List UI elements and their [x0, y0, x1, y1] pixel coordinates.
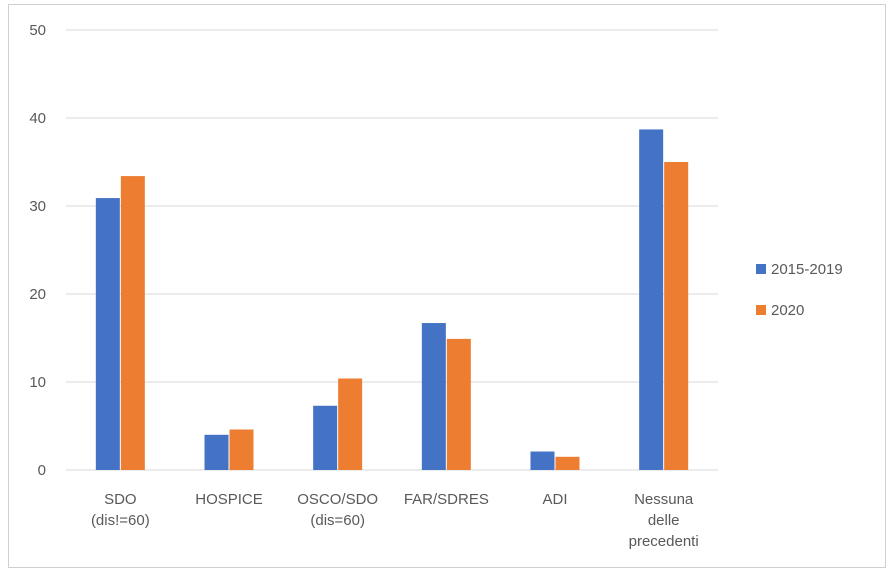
- legend-label: 2015-2019: [771, 261, 843, 278]
- x-tick-label: SDO (dis!=60): [91, 491, 150, 529]
- x-tick-label: Nessuna delle precedenti: [629, 491, 699, 550]
- legend-swatch: [756, 305, 766, 315]
- x-tick-label: ADI: [542, 491, 567, 508]
- chart-frame: [8, 4, 886, 568]
- y-tick-label: 50: [29, 22, 46, 39]
- y-axis-ticks: 0 10 20 30 40 50: [29, 22, 46, 479]
- bar: [95, 198, 120, 470]
- bar: [446, 338, 471, 470]
- y-tick-label: 0: [38, 462, 46, 479]
- x-tick-label: OSCO/SDO (dis=60): [297, 491, 378, 529]
- bar: [421, 323, 446, 470]
- bar: [555, 456, 580, 470]
- bar: [120, 176, 145, 470]
- x-tick-label: FAR/SDRES: [404, 491, 489, 508]
- gridlines: [66, 29, 718, 471]
- x-axis-ticks: SDO (dis!=60) HOSPICE OSCO/SDO (dis=60) FAR/S…: [91, 491, 699, 550]
- legend-label: 2020: [771, 302, 804, 319]
- bar: [338, 378, 363, 470]
- y-tick-label: 30: [29, 198, 46, 215]
- bar: [313, 405, 338, 470]
- legend: 2015-2019 2020: [756, 261, 843, 319]
- bar: [639, 129, 664, 470]
- x-tick-label: HOSPICE: [195, 491, 263, 508]
- bar: [229, 429, 254, 470]
- y-tick-label: 20: [29, 286, 46, 303]
- bar: [530, 451, 555, 470]
- bars: [95, 129, 689, 470]
- bar: [204, 434, 229, 470]
- y-tick-label: 40: [29, 110, 46, 127]
- legend-swatch: [756, 264, 766, 274]
- bar: [664, 162, 689, 470]
- y-tick-label: 10: [29, 374, 46, 391]
